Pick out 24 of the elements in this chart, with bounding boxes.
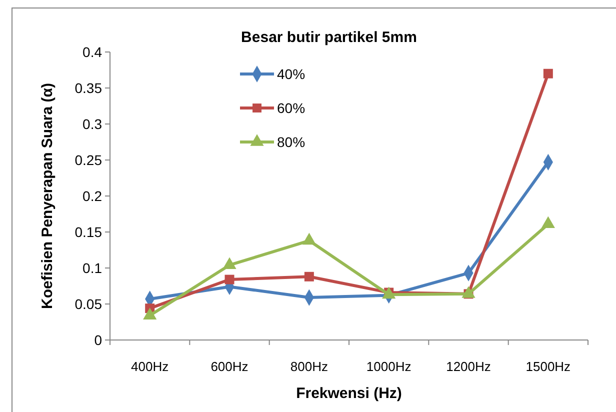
y-tick-label: 0.3 xyxy=(82,116,102,132)
legend-label: 80% xyxy=(277,134,306,150)
y-tick-label: 0.4 xyxy=(82,44,102,60)
y-axis-title: Koefisien Penyerapan Suara (α) xyxy=(39,83,56,309)
legend-label: 40% xyxy=(277,66,306,82)
y-tick-label: 0.35 xyxy=(74,80,102,96)
x-tick-label: 800Hz xyxy=(290,359,328,374)
x-tick-label: 1200Hz xyxy=(446,359,491,374)
y-tick-label: 0 xyxy=(94,332,102,348)
point xyxy=(304,272,314,282)
legend-label: 60% xyxy=(277,100,306,116)
chart-title: Besar butir partikel 5mm xyxy=(241,29,417,46)
y-tick-label: 0.2 xyxy=(82,188,102,204)
x-axis-title: Frekwensi (Hz) xyxy=(296,385,402,402)
x-tick-label: 1000Hz xyxy=(366,359,412,374)
x-tick-label: 600Hz xyxy=(210,359,248,374)
y-tick-label: 0.25 xyxy=(74,152,102,168)
y-tick-label: 0.05 xyxy=(74,296,102,312)
y-tick-label: 0.15 xyxy=(74,224,102,240)
point xyxy=(543,68,553,78)
x-tick-label: 400Hz xyxy=(131,359,169,374)
x-tick-label: 1500Hz xyxy=(526,359,571,374)
point xyxy=(224,274,234,284)
y-tick-label: 0.1 xyxy=(82,260,102,276)
